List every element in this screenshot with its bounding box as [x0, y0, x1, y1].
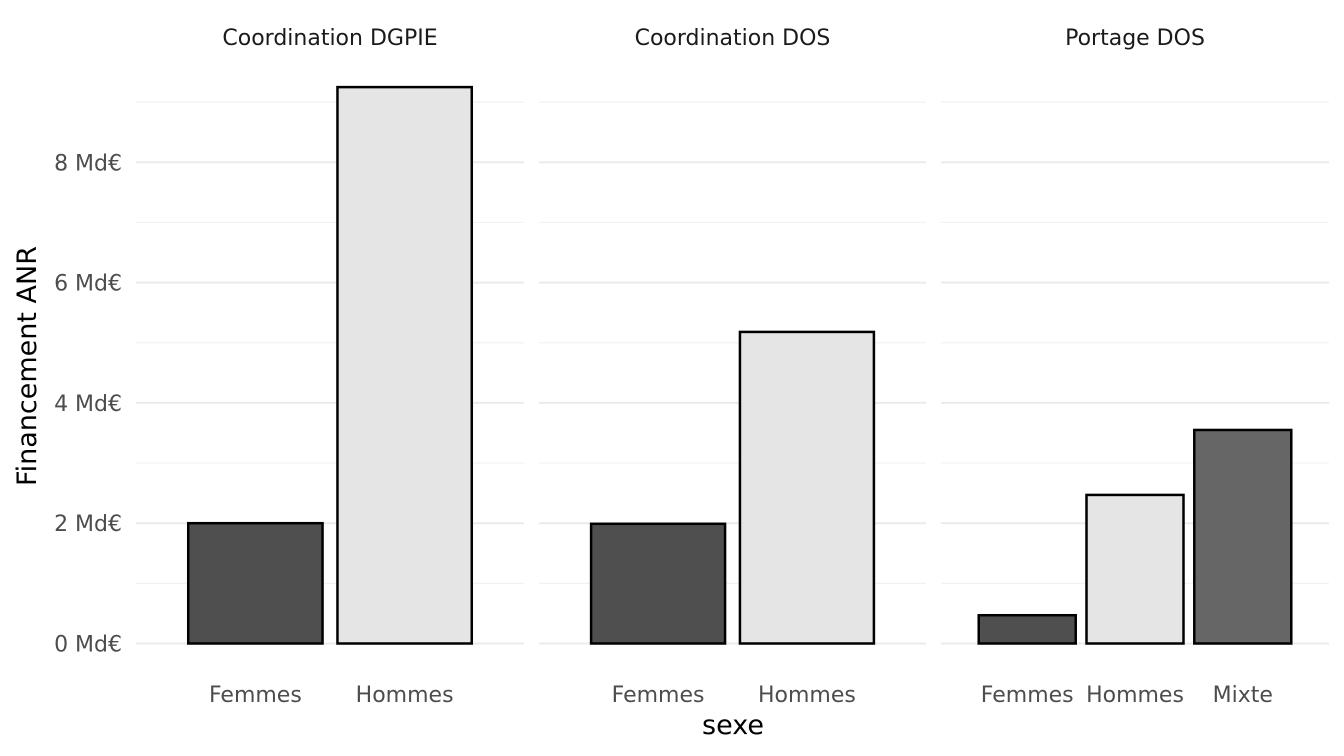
- x-tick-label: Femmes: [612, 683, 705, 708]
- facet-title: Coordination DOS: [635, 26, 831, 51]
- y-axis: 0 Md€ 2 Md€ 4 Md€ 6 Md€ 8 Md€: [54, 151, 122, 657]
- facet-panel: Coordination DOS Femmes Hommes: [539, 26, 926, 708]
- y-tick-label: 8 Md€: [54, 151, 122, 176]
- x-tick-label: Hommes: [1086, 683, 1184, 708]
- x-tick-label: Femmes: [209, 683, 302, 708]
- facet-title: Portage DOS: [1065, 26, 1205, 51]
- x-axis-title: sexe: [702, 710, 764, 741]
- bar-hommes: [738, 330, 876, 645]
- x-tick-label: Mixte: [1213, 683, 1273, 708]
- facet-panel: Coordination DGPIE Femmes Hommes: [136, 26, 524, 708]
- x-tick-label: Hommes: [356, 683, 454, 708]
- x-tick-label: Femmes: [981, 683, 1074, 708]
- y-tick-label: 4 Md€: [54, 392, 122, 417]
- y-tick-label: 0 Md€: [54, 633, 122, 658]
- facet-panel: Portage DOS Femmes Hommes Mixte: [941, 26, 1329, 708]
- bar-mixte: [1193, 428, 1293, 645]
- bar-femmes: [186, 521, 324, 645]
- bar-hommes: [1085, 493, 1185, 645]
- y-axis-title: Financement ANR: [12, 246, 43, 486]
- bar-femmes: [589, 522, 727, 645]
- bar-femmes: [977, 613, 1077, 645]
- y-tick-label: 2 Md€: [54, 512, 122, 537]
- x-tick-label: Hommes: [758, 683, 856, 708]
- facet-title: Coordination DGPIE: [222, 26, 437, 51]
- bar-hommes: [336, 85, 474, 645]
- y-tick-label: 6 Md€: [54, 272, 122, 297]
